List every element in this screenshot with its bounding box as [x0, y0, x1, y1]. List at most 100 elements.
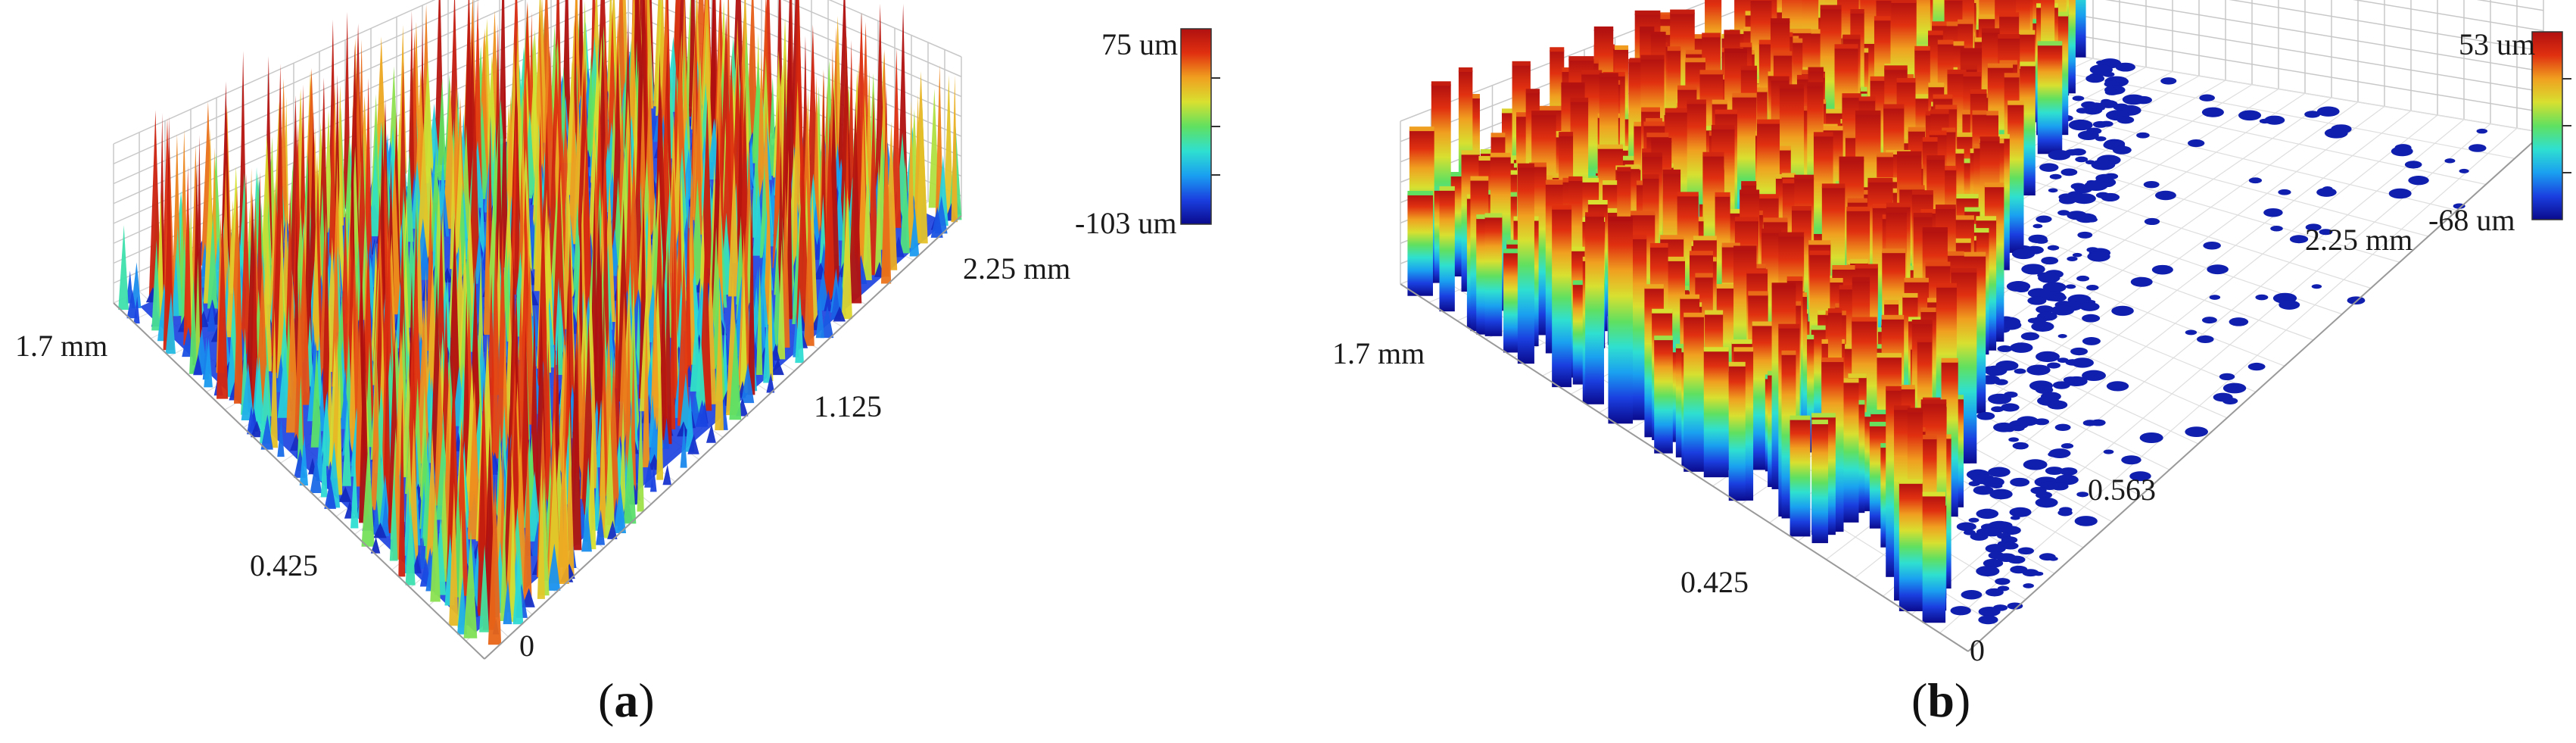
island — [2121, 455, 2141, 465]
block-top — [1699, 126, 1714, 131]
block-top — [1703, 347, 1729, 352]
block-top — [1820, 5, 1842, 10]
spikes-a — [118, 0, 962, 645]
grid-line — [782, 0, 962, 77]
spike — [598, 389, 607, 538]
island — [2209, 295, 2221, 300]
island — [2036, 215, 2052, 223]
island — [2453, 203, 2465, 209]
spike — [656, 342, 664, 480]
island — [2001, 403, 2020, 412]
spike — [593, 460, 600, 531]
spike — [607, 520, 618, 539]
block-top — [1587, 200, 1608, 205]
spike — [416, 305, 430, 464]
block-top — [1999, 12, 2020, 17]
block-top — [1770, 18, 1790, 23]
block-top — [1626, 234, 1647, 239]
block-top — [1908, 94, 1930, 99]
block-top — [1728, 361, 1746, 367]
block-top — [1733, 245, 1757, 251]
block-top — [1651, 138, 1672, 143]
axis-line — [1400, 283, 1969, 652]
island — [2072, 95, 2085, 101]
block-top — [1807, 82, 1824, 87]
spike — [370, 537, 381, 554]
spike — [430, 490, 441, 602]
block-top — [1961, 64, 1977, 70]
block-top — [1955, 194, 1979, 199]
block-top — [1941, 357, 1958, 363]
spike — [729, 319, 742, 420]
island — [1985, 588, 2004, 597]
block — [2008, 103, 2024, 253]
block-top — [1693, 236, 1717, 241]
spike — [398, 61, 407, 248]
spike — [299, 435, 308, 485]
block — [1439, 189, 1455, 312]
island — [2071, 357, 2094, 368]
axes-b — [1400, 132, 2544, 652]
spike — [260, 414, 273, 450]
floor-line — [2013, 45, 2544, 133]
island — [2201, 317, 2217, 324]
spike — [796, 142, 810, 329]
block-top — [1957, 19, 1973, 24]
block-top — [1821, 357, 1844, 363]
block-top — [1568, 176, 1583, 181]
spike — [795, 288, 804, 364]
spike — [369, 155, 381, 237]
block-top — [1716, 283, 1740, 289]
island — [2305, 223, 2322, 231]
block-top — [1899, 385, 1915, 390]
x-mid-label-b: 0.563 — [2088, 473, 2156, 507]
island — [2008, 437, 2019, 442]
spike — [637, 396, 644, 512]
block-top — [1911, 190, 1933, 195]
block-top — [1978, 14, 1996, 20]
island — [2002, 542, 2019, 550]
spike — [477, 254, 486, 289]
spike — [662, 464, 671, 485]
block-top — [1870, 409, 1894, 414]
spike — [943, 74, 954, 214]
block-top — [1940, 251, 1964, 256]
island — [2155, 190, 2176, 201]
block-top — [1761, 228, 1782, 233]
block-top — [1733, 347, 1754, 352]
spike — [841, 187, 852, 320]
spike — [216, 214, 229, 399]
spike — [756, 265, 763, 375]
block-top — [1984, 183, 2004, 188]
block-top — [1724, 30, 1740, 35]
block-top — [1827, 308, 1842, 314]
surface-plot-b: 53 um -68 um 1.7 mm 2.25 mm 0.563 0.425 … — [1332, 0, 2571, 667]
block-top — [1929, 130, 1947, 136]
spike — [131, 262, 142, 308]
block-top — [1550, 47, 1565, 52]
spike — [447, 217, 461, 426]
block-top — [1964, 228, 1989, 233]
spike — [463, 529, 478, 638]
island — [2134, 95, 2152, 105]
block-top — [1959, 158, 1976, 164]
block-top — [1568, 56, 1594, 61]
spike — [649, 276, 660, 430]
axis-line — [1967, 132, 2544, 652]
spike — [311, 211, 320, 351]
block-top — [1914, 435, 1937, 440]
block-top — [2019, 61, 2036, 67]
spike — [126, 289, 138, 319]
block-top — [1409, 126, 1434, 132]
spike — [848, 101, 862, 304]
spike — [752, 184, 764, 256]
y-extent-label-b: 1.7 mm — [1332, 336, 1425, 370]
block-top — [1920, 209, 1943, 214]
island — [2036, 305, 2054, 314]
spike — [207, 300, 216, 332]
block-top — [1832, 265, 1855, 270]
block-top — [1781, 173, 1796, 178]
block-top — [1928, 30, 1943, 36]
block-top — [1922, 492, 1946, 497]
island — [2391, 146, 2413, 157]
